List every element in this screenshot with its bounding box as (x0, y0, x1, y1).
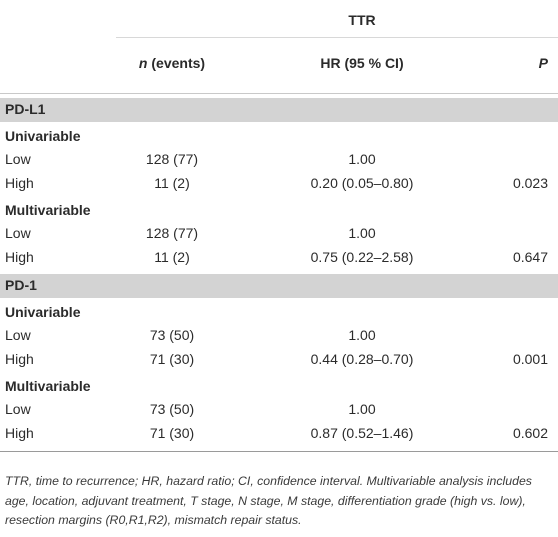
hr-ci-cell: 0.75 (0.22–2.58) (310, 249, 414, 265)
n-events-cell: 73 (50) (149, 327, 195, 343)
table-row: Low 128 (77) 1.00 (0, 148, 558, 172)
table-row: High 11 (2) 0.20 (0.05–0.80) 0.023 (0, 172, 558, 196)
header-n-symbol: n (138, 55, 148, 71)
subgroup-label: Multivariable (5, 378, 91, 394)
section-title: PD-L1 (5, 101, 46, 117)
row-label: Low (5, 327, 31, 343)
row-label: Low (5, 151, 31, 167)
table-row: High 11 (2) 0.75 (0.22–2.58) 0.647 (0, 246, 558, 270)
table-row: High 71 (30) 0.87 (0.52–1.46) 0.602 (0, 422, 558, 446)
table-row: Low 128 (77) 1.00 (0, 222, 558, 246)
header-p: P (538, 55, 548, 71)
hr-ci-cell: 1.00 (348, 151, 376, 167)
row-label: High (5, 249, 34, 265)
hr-ci-cell: 0.87 (0.52–1.46) (310, 425, 414, 441)
hr-ci-cell: 1.00 (348, 327, 376, 343)
n-events-cell: 128 (77) (145, 151, 199, 167)
p-value-cell: 0.023 (512, 175, 548, 191)
subgroup-label: Univariable (5, 304, 81, 320)
hr-ci-cell: 0.20 (0.05–0.80) (310, 175, 414, 191)
row-label: High (5, 425, 34, 441)
header-hr: HR (95 % CI) (320, 55, 404, 71)
table-row: Low 73 (50) 1.00 (0, 398, 558, 422)
subgroup-row: Multivariable (0, 196, 558, 222)
n-events-cell: 71 (30) (149, 425, 195, 441)
hr-ci-cell: 1.00 (348, 225, 376, 241)
subgroup-row: Univariable (0, 122, 558, 148)
table-footnote: TTR, time to recurrence; HR, hazard rati… (5, 474, 532, 527)
p-value-cell: 0.001 (512, 351, 548, 367)
row-label: High (5, 175, 34, 191)
header-bottom-rule (0, 93, 558, 94)
hr-ci-cell: 0.44 (0.28–0.70) (310, 351, 414, 367)
section-header-row: PD-1 (0, 274, 558, 298)
table-row: High 71 (30) 0.44 (0.28–0.70) 0.001 (0, 348, 558, 372)
row-label: Low (5, 401, 31, 417)
table-body: PD-L1 Univariable Low 128 (77) 1.00 High 11 (2… (0, 98, 558, 446)
section-header-row: PD-L1 (0, 98, 558, 122)
subgroup-row: Multivariable (0, 372, 558, 398)
n-events-cell: 11 (2) (154, 249, 190, 265)
header-group-label: TTR (348, 12, 376, 28)
p-value-cell: 0.602 (512, 425, 548, 441)
header-n-events: n (events) (122, 55, 222, 71)
n-events-cell: 128 (77) (145, 225, 199, 241)
section-title: PD-1 (5, 277, 37, 293)
row-label: Low (5, 225, 31, 241)
header-columns-row: n (events) HR (95 % CI) P (0, 38, 558, 93)
subgroup-row: Univariable (0, 298, 558, 324)
header-group-row: TTR (0, 0, 558, 38)
subgroup-label: Multivariable (5, 202, 91, 218)
n-events-cell: 11 (2) (154, 175, 190, 191)
results-table: TTR n (events) HR (95 % CI) P PD-L1 Univa… (0, 0, 558, 452)
table-row: Low 73 (50) 1.00 (0, 324, 558, 348)
n-events-cell: 73 (50) (149, 401, 195, 417)
n-events-cell: 71 (30) (149, 351, 195, 367)
row-label: High (5, 351, 34, 367)
header-group-rule (116, 37, 558, 38)
hr-ci-cell: 1.00 (348, 401, 376, 417)
p-value-cell: 0.647 (512, 249, 548, 265)
subgroup-label: Univariable (5, 128, 81, 144)
header-n-suffix: (events) (147, 55, 206, 71)
table-bottom-rule (0, 451, 558, 452)
